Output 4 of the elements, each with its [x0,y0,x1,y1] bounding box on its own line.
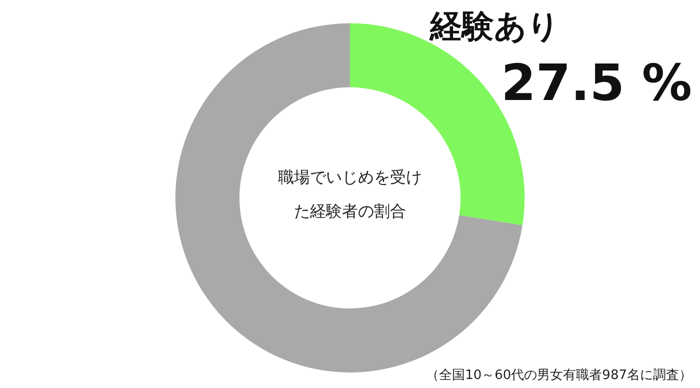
data-label: 27.5 % [501,54,692,112]
text: 職場でいじめを受けた経験者の割合 [278,168,422,220]
text: （全国10～60代の男女有職者987名に調査） [426,368,692,383]
slice-label: 経験あり [429,7,560,45]
